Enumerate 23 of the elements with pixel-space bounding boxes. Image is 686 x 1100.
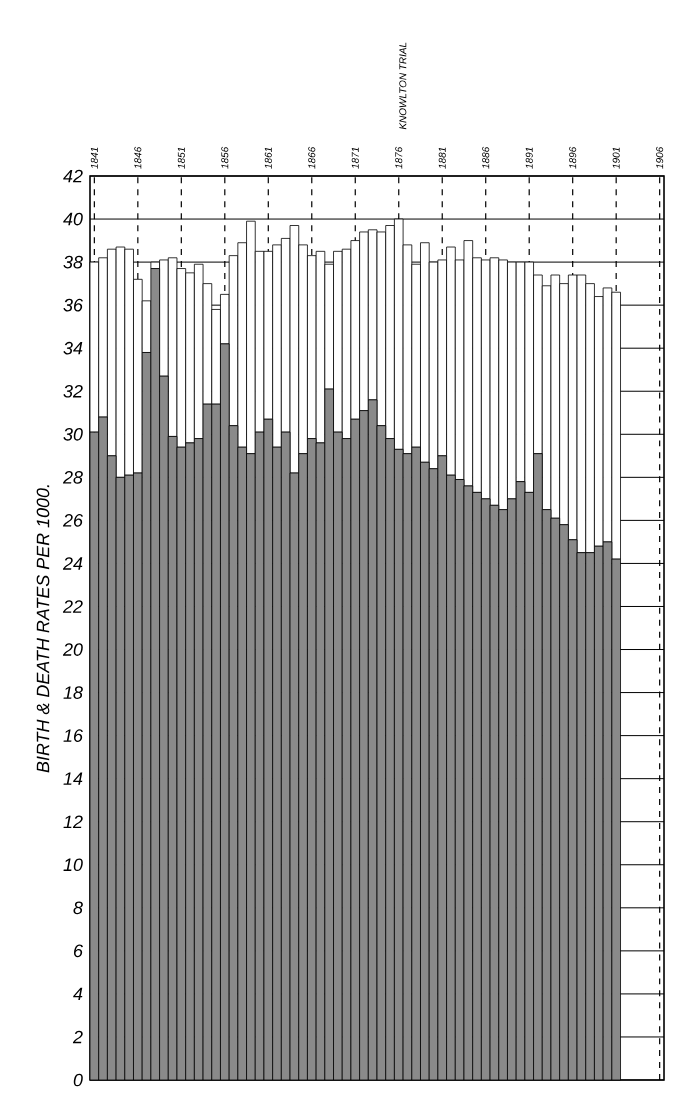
y-tick-label: 12 — [63, 815, 83, 828]
y-tick-label: 34 — [63, 341, 83, 355]
y-tick-label: 22 — [62, 600, 83, 613]
y-tick-label: 20 — [62, 643, 83, 656]
y-tick-label: 24 — [62, 557, 83, 570]
y-tick-label: 26 — [62, 514, 83, 527]
y-tick-label: 2 — [72, 1030, 83, 1044]
y-tick-label: 38 — [63, 255, 83, 269]
y-tick-label: 36 — [63, 298, 83, 312]
y-axis-title: BIRTH & DEATH RATES PER 1000. — [36, 485, 50, 773]
y-tick-label: 6 — [73, 944, 83, 958]
y-tick-label: 4 — [73, 987, 83, 1001]
y-tick-label: 10 — [63, 858, 83, 872]
y-tick-label: 32 — [63, 384, 83, 398]
y-tick-label: 16 — [63, 729, 83, 742]
y-tick-label: 42 — [63, 169, 83, 183]
y-tick-label: 14 — [63, 772, 83, 785]
y-tick-label: 40 — [63, 212, 83, 226]
y-tick-label: 30 — [63, 427, 83, 441]
y-tick-label: 18 — [63, 686, 83, 699]
y-tick-label: 8 — [73, 901, 83, 915]
y-tick-label: 0 — [73, 1073, 83, 1087]
y-tick-label: 28 — [62, 470, 83, 484]
